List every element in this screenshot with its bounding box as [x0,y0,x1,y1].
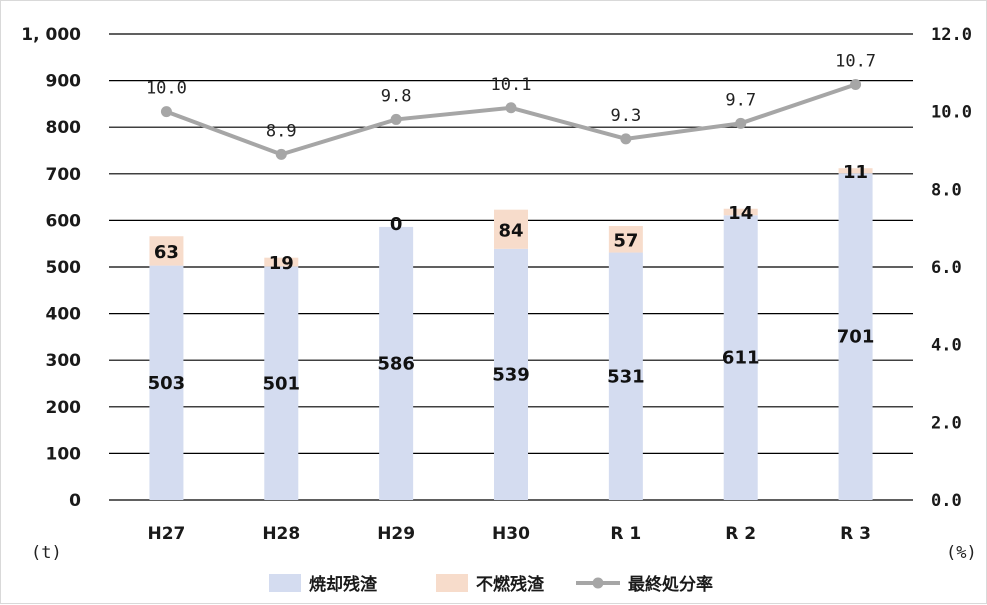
y-right-tick-label: 6.0 [931,258,962,278]
rate-value-label: 9.3 [610,106,641,126]
legend-label: 焼却残渣 [309,574,378,595]
bar-nonburnable-residue [608,225,643,253]
bars [149,168,873,501]
rate-value-label: 9.7 [725,90,756,110]
rate-point [160,106,172,118]
x-category-label: H27 [147,524,185,544]
y-left-tick-label: 1, 000 [21,25,81,45]
bar-incineration-residue [838,173,873,501]
y-left-tick-label: 500 [46,258,82,278]
y-right-tick-label: 4.0 [931,336,962,356]
bar-incineration-residue [264,266,299,500]
y-left-unit-label: (t) [31,543,62,563]
rate-point [735,117,747,129]
bar-value-label: 0 [390,214,403,235]
legend-swatch-incineration [269,574,301,592]
bar-incineration-residue [379,226,414,500]
bar-nonburnable-residue [264,257,299,267]
rate-point [850,78,862,90]
bar-value-label: 84 [498,220,523,241]
rate-point [275,148,287,160]
bar-value-label: 14 [728,203,753,224]
rate-point [620,133,632,145]
bar-nonburnable-residue [494,209,528,249]
bar-value-label: 11 [843,162,868,183]
rate-value-label: 8.9 [266,121,297,141]
bar-value-label: 611 [722,348,760,369]
x-category-label: R 2 [725,524,756,544]
bar-value-label: 501 [262,373,300,394]
x-category-label: R 1 [610,524,641,544]
legend-marker-rate [592,577,604,589]
bar-value-label: 539 [492,364,530,385]
data-labels: 503 63 501 19 586 0 539 84 531 57 611 14 701 11 10.0 8.… [146,51,876,394]
bar-value-label: 19 [269,253,294,274]
rate-value-label: 10.0 [146,79,187,99]
axes: 0 100 200 300 400 500 600 700 800 900 1, 000 0.0 2.0… [21,25,976,563]
y-right-tick-label: 0.0 [931,491,962,511]
y-right-tick-label: 2.0 [931,413,962,433]
bar-value-label: 57 [613,230,638,251]
legend-swatch-nonburnable [436,574,468,592]
y-left-tick-label: 0 [69,491,81,511]
y-left-tick-label: 600 [46,211,82,231]
bar-incineration-residue [494,248,528,500]
y-left-tick-label: 700 [46,165,82,185]
bar-value-label: 63 [154,242,179,263]
y-left-tick-label: 400 [46,305,82,325]
y-left-tick-label: 900 [46,72,82,92]
y-left-tick-label: 100 [46,444,82,464]
y-left-tick-label: 300 [46,351,82,371]
y-right-tick-label: 8.0 [931,180,962,200]
x-category-label: H29 [377,524,415,544]
y-right-tick-label: 12.0 [931,25,972,45]
bar-nonburnable-residue [723,208,758,216]
x-category-label: H28 [262,524,300,544]
rate-point [390,113,402,125]
y-right-tick-label: 10.0 [931,103,972,123]
bar-value-label: 586 [377,353,415,374]
rate-value-label: 9.8 [381,86,412,106]
rate-value-label: 10.1 [491,75,532,95]
bar-value-label: 503 [148,373,186,394]
y-left-tick-label: 800 [46,118,82,138]
x-category-label: R 3 [840,524,871,544]
bar-incineration-residue [723,215,758,501]
legend: 焼却残渣 不燃残渣 最終処分率 [269,574,713,595]
y-left-tick-label: 200 [46,398,82,418]
bar-nonburnable-residue [149,236,184,266]
bar-nonburnable-residue [838,168,873,174]
bar-value-label: 701 [837,327,875,348]
bar-incineration-residue [608,252,643,500]
bar-value-label: 531 [607,366,645,387]
legend-label: 最終処分率 [628,574,713,595]
bar-incineration-residue [149,265,184,500]
rate-line [160,78,862,160]
rate-point [505,102,517,114]
rate-value-label: 10.7 [835,51,876,71]
x-category-label: H30 [492,524,530,544]
y-right-unit-label: (%) [946,543,977,563]
legend-label: 不燃残渣 [476,574,545,595]
